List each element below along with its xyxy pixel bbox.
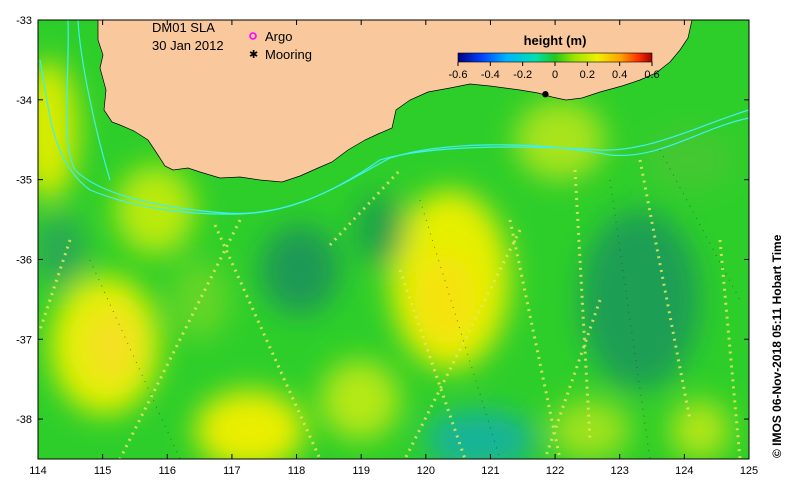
- colorbar-tick-label: -0.2: [513, 69, 532, 81]
- credit-text: © IMOS 06-Nov-2018 05:11 Hobart Time: [770, 234, 784, 458]
- legend-mooring-label: Mooring: [265, 47, 312, 62]
- legend: Argo ✱ Mooring: [249, 29, 312, 62]
- lon-tick-label: 114: [29, 465, 47, 477]
- lat-axis: -33 -34 -35 -36 -37 -38: [16, 15, 749, 426]
- colorbar-tick-label: 0.4: [612, 69, 627, 81]
- lon-tick-label: 117: [223, 465, 241, 477]
- colorbar-tick-label: 0: [552, 69, 558, 81]
- plot-frame: [37, 19, 750, 460]
- lon-tick-label: 115: [94, 465, 112, 477]
- map-date: 30 Jan 2012: [152, 38, 224, 53]
- colorbar-tick-label: -0.4: [481, 69, 500, 81]
- lon-tick-label: 118: [288, 465, 306, 477]
- depth-contours: [39, 20, 749, 215]
- lon-tick-label: 123: [611, 465, 629, 477]
- lon-tick-label: 124: [675, 465, 693, 477]
- colorbar-tick-label: 0.6: [644, 69, 659, 81]
- lon-tick-label: 120: [417, 465, 435, 477]
- satellite-tracks: [38, 159, 742, 459]
- mooring-icon: [542, 91, 549, 98]
- lon-tick-label: 116: [158, 465, 176, 477]
- lon-tick-label: 125: [740, 465, 758, 477]
- colorbar-title: height (m): [524, 33, 587, 48]
- colorbar-ticks: -0.6 -0.4 -0.2 0 0.2 0.4 0.6: [449, 62, 660, 81]
- lat-tick-label: -37: [16, 334, 32, 346]
- legend-argo-label: Argo: [265, 29, 292, 44]
- lat-tick-label: -38: [16, 414, 32, 426]
- lat-tick-label: -33: [16, 15, 32, 27]
- colorbar-gradient: [457, 52, 653, 63]
- lat-tick-label: -36: [16, 254, 32, 266]
- lon-tick-label: 119: [352, 465, 370, 477]
- argo-marker-icon: [249, 32, 257, 40]
- lon-tick-label: 122: [546, 465, 564, 477]
- colorbar-tick-label: 0.2: [580, 69, 595, 81]
- sub-tracks: [89, 149, 741, 459]
- map-title: DM01 SLA: [152, 20, 215, 35]
- lat-tick-label: -35: [16, 175, 32, 187]
- lon-tick-label: 121: [481, 465, 499, 477]
- lon-axis: 114 115 116 117 118 119 120 121 122 123 124 125: [29, 20, 758, 477]
- lat-tick-label: -34: [16, 95, 32, 107]
- colorbar-tick-label: -0.6: [449, 69, 468, 81]
- mooring-marker-icon: ✱: [249, 48, 258, 61]
- colorbar: height (m) -0.6 -0.4 -0.2 0 0.2 0.4 0.6: [449, 33, 660, 81]
